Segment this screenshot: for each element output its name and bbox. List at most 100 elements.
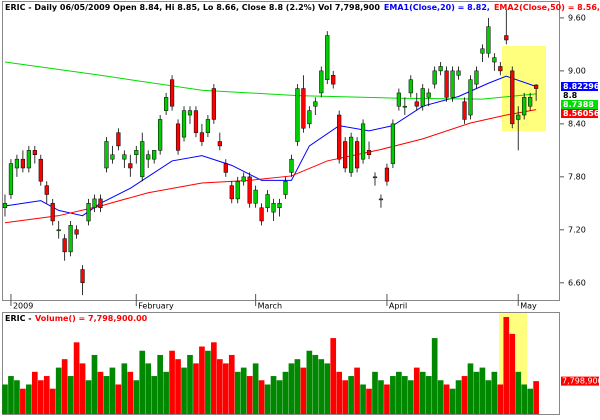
candle-body <box>50 203 55 222</box>
volume-bar <box>354 367 360 414</box>
candle-body <box>247 176 252 204</box>
volume-bar <box>318 359 325 414</box>
volume-bar <box>169 350 175 414</box>
volume-bar <box>264 384 271 414</box>
volume-bar <box>103 376 110 414</box>
volume-bar <box>49 388 56 414</box>
candle-body <box>438 66 443 72</box>
header-title: ERIC - Daily 06/05/2009 Open 8.84, Hi 8.… <box>5 3 380 12</box>
candle-body <box>74 229 79 235</box>
volume-bar <box>467 363 474 414</box>
candle-body <box>199 132 205 142</box>
candle-body <box>349 136 354 173</box>
candle-body <box>366 150 372 156</box>
candle-body <box>193 110 199 133</box>
volume-bar <box>443 384 450 414</box>
candle-body <box>492 57 497 63</box>
candle-body <box>295 88 300 142</box>
volume-bar <box>503 317 510 414</box>
candle-body <box>331 75 336 85</box>
end-label: 8.7388 <box>563 100 594 109</box>
candle-body <box>534 84 539 89</box>
x-tick-label: May <box>520 302 537 311</box>
candle-body <box>152 150 157 160</box>
candle-body <box>325 35 330 80</box>
volume-bar <box>407 380 414 414</box>
candle-body <box>253 189 258 204</box>
volume-bar <box>240 367 247 414</box>
candle-body <box>456 70 461 76</box>
volume-bar <box>14 380 20 414</box>
candle-body <box>396 92 401 107</box>
candle-body <box>62 238 67 253</box>
candle-body <box>26 150 31 169</box>
volume-bar <box>527 388 533 414</box>
price-plot: 9.60 9.00 8.40 7.80 7.20 6.60 2009 February Marc… <box>2 9 600 311</box>
candle-body <box>92 198 97 208</box>
volume-bar <box>109 367 116 414</box>
volume-header-title: Volume() = 7,798,900.00 <box>35 314 148 323</box>
candle-body <box>313 101 318 107</box>
volume-bar <box>127 371 134 414</box>
volume-bar <box>157 354 163 414</box>
volume-bar <box>449 388 456 414</box>
volume-bar <box>384 384 390 414</box>
volume-bar <box>348 376 354 414</box>
candle-body <box>20 158 25 169</box>
candle-body <box>498 66 503 72</box>
volume-bar <box>258 380 265 414</box>
volume-bar <box>181 367 187 414</box>
volume-bar <box>246 376 253 414</box>
volume-bar <box>55 367 62 414</box>
candle-body <box>426 92 431 98</box>
candle-body <box>110 154 115 160</box>
candle-body <box>146 154 151 160</box>
volume-bar <box>252 363 259 414</box>
volume-bar <box>324 363 331 414</box>
volume-bar <box>330 338 337 414</box>
volume-bar <box>20 388 26 414</box>
end-label: 7,798,900 <box>562 377 600 386</box>
volume-bar <box>67 376 74 414</box>
candle-body <box>354 141 360 169</box>
candle-body <box>116 132 121 147</box>
candle-body <box>265 194 270 208</box>
end-label: 8.56056 <box>563 109 600 118</box>
y-tick-label: 9.00 <box>568 66 586 75</box>
x-tick-label: 2009 <box>13 302 33 311</box>
candle-body <box>158 119 163 151</box>
candle-body <box>164 97 169 111</box>
volume-bar <box>115 384 122 414</box>
volume-bar <box>26 384 32 414</box>
candle-body <box>420 88 425 107</box>
candle-body <box>516 114 521 120</box>
volume-bar <box>521 384 528 414</box>
candle-body <box>271 203 276 213</box>
volume-bar <box>163 371 169 414</box>
volume-bar <box>509 333 516 414</box>
candle-body <box>223 163 228 173</box>
volume-bar <box>187 354 193 414</box>
candle-body <box>408 79 413 94</box>
candle-body <box>283 180 288 195</box>
candle-body <box>301 88 306 129</box>
volume-bar <box>31 371 38 414</box>
y-tick-label: 7.20 <box>568 225 586 234</box>
candle-body <box>56 229 61 232</box>
candle-body <box>122 154 127 160</box>
candle-body <box>444 70 449 98</box>
candle-body <box>241 176 246 182</box>
volume-bar <box>73 342 80 414</box>
candle-body <box>528 97 533 107</box>
header-series: EMA1(Close,20) = 8.82, <box>384 3 490 12</box>
volume-bar <box>91 354 98 414</box>
volume-bar <box>216 359 223 414</box>
candle-body <box>205 119 210 133</box>
volume-bar <box>455 380 462 414</box>
candle-body <box>289 158 294 173</box>
volume-bar <box>270 376 277 414</box>
candle-body <box>510 70 515 125</box>
volume-bar <box>366 388 372 414</box>
candle-body <box>414 101 419 107</box>
volume-bar <box>419 371 426 414</box>
